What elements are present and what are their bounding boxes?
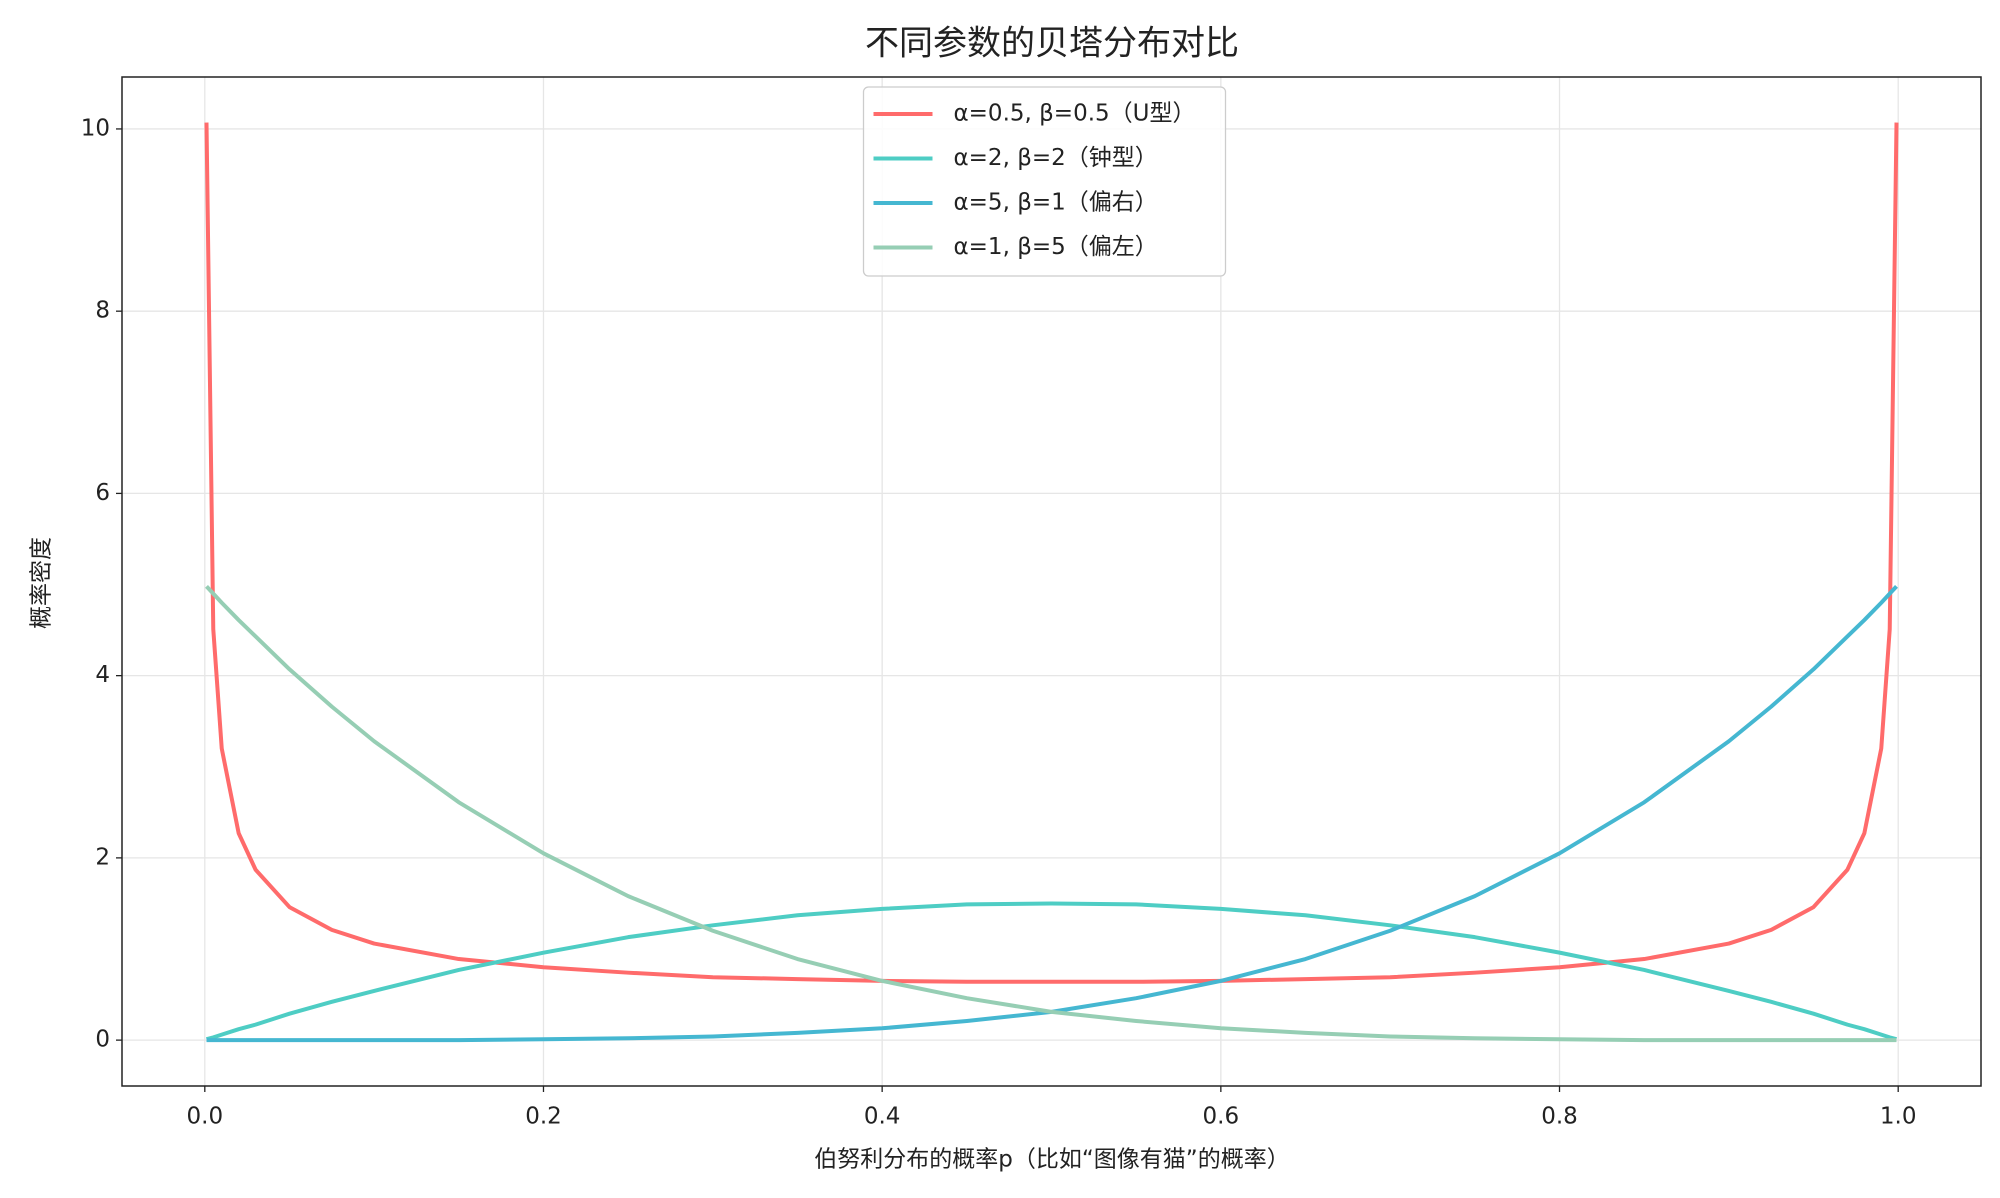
legend-label: α=2, β=2（钟型） [954,145,1158,171]
legend-label: α=0.5, β=0.5（U型） [954,101,1196,127]
y-tick-label: 6 [95,480,110,506]
legend-label: α=1, β=5（偏左） [954,234,1158,260]
line-series [204,122,1899,984]
x-tick-label: 0.2 [525,1104,562,1130]
y-tick-label: 0 [95,1027,110,1053]
y-tick-label: 4 [95,662,110,688]
x-tick-label: 0.6 [1203,1104,1240,1130]
legend-label: α=5, β=1（偏右） [954,190,1158,216]
y-tick-label: 8 [95,298,110,324]
chart-title: 不同参数的贝塔分布对比 [865,24,1239,64]
legend-box [862,86,1227,277]
x-tick-label: 0.0 [187,1104,224,1130]
x-tick-label: 0.8 [1541,1104,1578,1130]
line-series [205,901,1898,1042]
y-tick-label: 2 [95,844,110,870]
x-tick-label: 0.4 [864,1104,901,1130]
line-series [205,584,1897,1043]
y-axis-label: 概率密度 [29,537,55,629]
x-tick-label: 1.0 [1880,1104,1917,1130]
y-tick-label: 10 [81,115,110,141]
axes-frame [121,76,1982,1087]
x-axis-label: 伯努利分布的概率p（比如“图像有猫”的概率） [814,1147,1289,1173]
